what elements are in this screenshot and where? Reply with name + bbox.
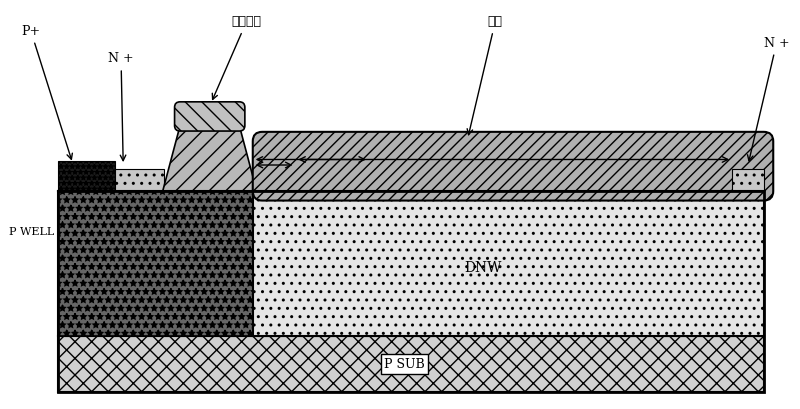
Text: LA: LA <box>266 168 282 181</box>
Bar <box>732 169 764 191</box>
Bar <box>58 191 764 392</box>
Bar <box>164 186 253 191</box>
Bar <box>58 191 253 336</box>
FancyBboxPatch shape <box>253 132 774 200</box>
Text: P SUB: P SUB <box>384 357 425 371</box>
Text: N +: N + <box>108 52 134 161</box>
Text: P WELL: P WELL <box>10 227 54 237</box>
Bar <box>58 191 764 336</box>
Text: DNW: DNW <box>465 261 502 275</box>
Bar <box>115 169 164 191</box>
Bar <box>58 161 115 191</box>
Text: 多晶硅栅: 多晶硅栅 <box>212 15 262 99</box>
Text: 场氧: 场氧 <box>467 15 502 135</box>
Text: P+: P+ <box>22 25 72 159</box>
Text: PF: PF <box>314 143 331 156</box>
Bar <box>58 336 764 392</box>
Text: PA: PA <box>530 143 546 156</box>
FancyBboxPatch shape <box>174 102 245 131</box>
Polygon shape <box>162 126 257 191</box>
Text: N +: N + <box>747 36 790 161</box>
